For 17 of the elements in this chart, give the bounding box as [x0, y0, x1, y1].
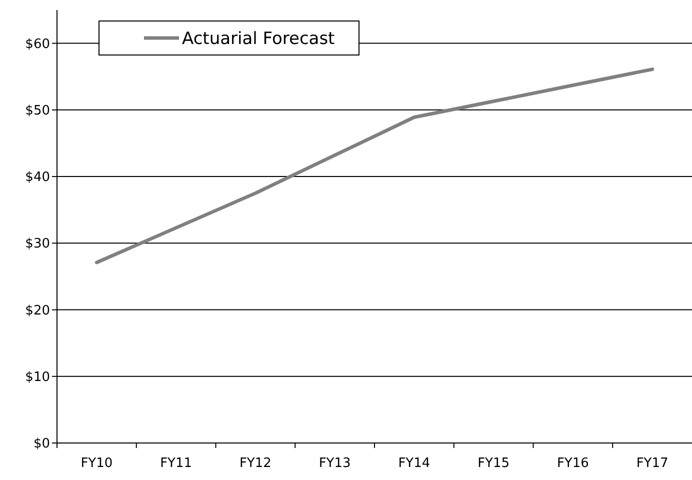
x-tick-label: FY14 [398, 456, 430, 471]
x-tick-label: FY11 [160, 456, 192, 471]
x-tick-label: FY16 [556, 456, 589, 471]
y-tick-label: $50 [25, 103, 50, 118]
x-tick-label: FY13 [318, 456, 351, 471]
x-tick-label: FY17 [636, 456, 668, 471]
y-tick-label: $20 [25, 303, 50, 318]
line-series [94, 68, 654, 264]
y-tick-label: $60 [25, 36, 50, 52]
y-tick-label: $40 [25, 170, 50, 186]
x-tick-label: FY15 [478, 456, 510, 471]
x-tick-label: FY10 [80, 456, 113, 471]
x-tick-label: FY12 [239, 456, 272, 471]
y-tick-label: $10 [25, 370, 50, 385]
legend-label: Actuarial Forecast [182, 28, 336, 49]
y-tick-label: $0 [33, 436, 50, 452]
y-tick-label: $30 [25, 236, 50, 252]
